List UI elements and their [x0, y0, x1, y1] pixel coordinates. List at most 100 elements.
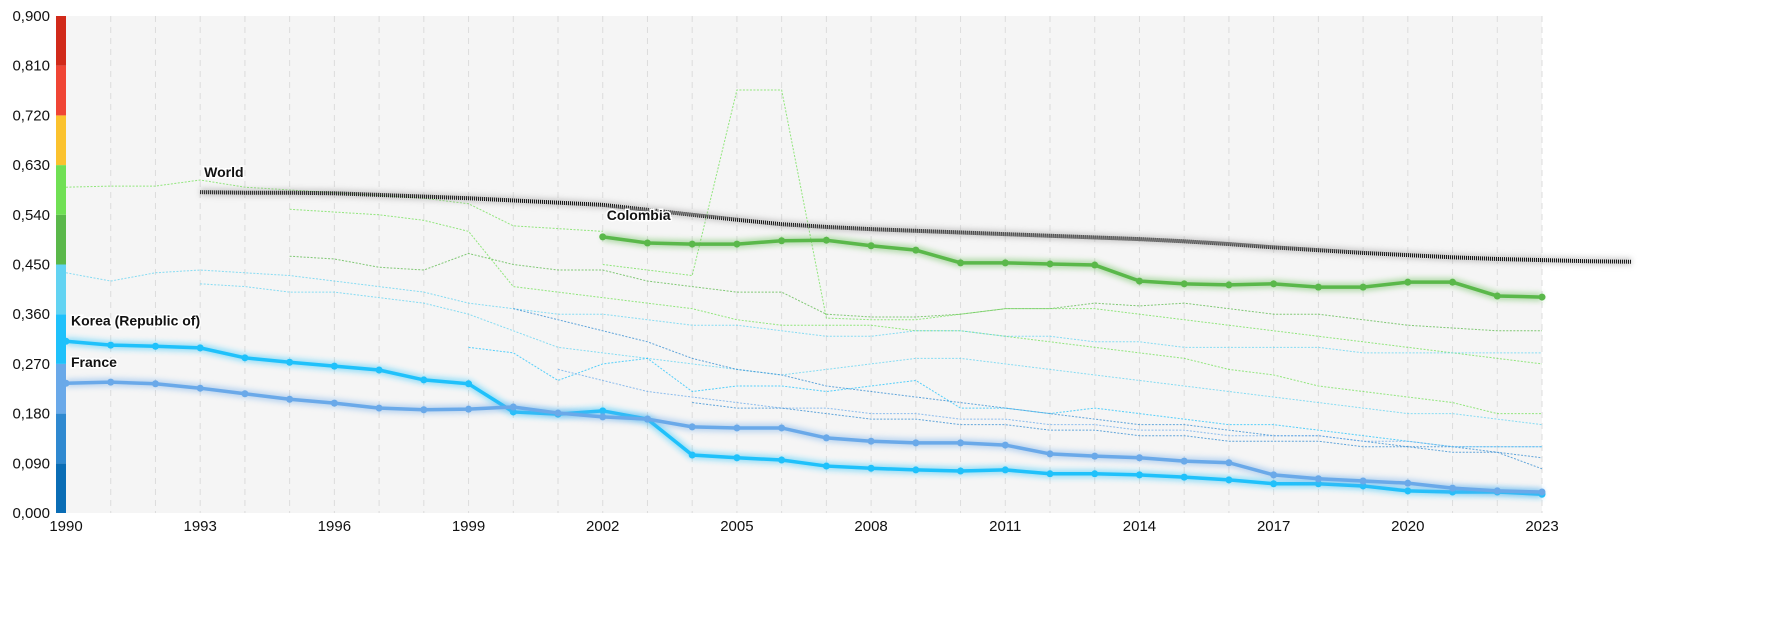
data-point[interactable] — [1180, 457, 1188, 465]
data-point[interactable] — [1135, 471, 1143, 479]
data-point[interactable] — [599, 413, 607, 421]
data-point[interactable] — [196, 344, 204, 352]
data-point[interactable] — [1135, 277, 1143, 285]
data-point[interactable] — [1404, 487, 1412, 495]
data-point[interactable] — [822, 236, 830, 244]
data-point[interactable] — [465, 405, 473, 413]
color-scale-segment — [56, 115, 66, 166]
data-point[interactable] — [151, 380, 159, 388]
data-point[interactable] — [1404, 479, 1412, 487]
series-korea-republic-of[interactable] — [62, 337, 1546, 499]
data-point[interactable] — [778, 424, 786, 432]
data-point[interactable] — [465, 380, 473, 388]
data-point[interactable] — [778, 237, 786, 245]
data-point[interactable] — [1538, 293, 1546, 301]
y-tick-label: 0,000 — [12, 505, 50, 522]
data-point[interactable] — [62, 379, 70, 387]
data-point[interactable] — [1493, 292, 1501, 300]
y-tick-label: 0,180 — [12, 406, 50, 423]
data-point[interactable] — [912, 466, 920, 474]
background-series-line — [513, 308, 1543, 459]
data-point[interactable] — [688, 423, 696, 431]
data-point[interactable] — [867, 242, 875, 250]
data-point[interactable] — [643, 239, 651, 247]
data-point[interactable] — [1270, 280, 1278, 288]
data-point[interactable] — [778, 456, 786, 464]
data-point[interactable] — [1225, 476, 1233, 484]
data-point[interactable] — [62, 337, 70, 345]
data-point[interactable] — [1225, 281, 1233, 289]
x-tick-label: 2020 — [1391, 518, 1424, 535]
data-point[interactable] — [420, 376, 428, 384]
data-point[interactable] — [286, 395, 294, 403]
data-point[interactable] — [733, 424, 741, 432]
data-point[interactable] — [1538, 488, 1546, 496]
y-tick-label: 0,810 — [12, 58, 50, 75]
data-point[interactable] — [688, 240, 696, 248]
data-point[interactable] — [599, 407, 607, 415]
data-point[interactable] — [1359, 477, 1367, 485]
data-point[interactable] — [1001, 259, 1009, 267]
data-point[interactable] — [1091, 452, 1099, 460]
data-point[interactable] — [1449, 484, 1457, 492]
data-point[interactable] — [1493, 487, 1501, 495]
data-point[interactable] — [1091, 261, 1099, 269]
data-point[interactable] — [1091, 470, 1099, 478]
data-point[interactable] — [1404, 278, 1412, 286]
data-point[interactable] — [286, 358, 294, 366]
data-point[interactable] — [1180, 280, 1188, 288]
data-point[interactable] — [1314, 283, 1322, 291]
data-point[interactable] — [330, 399, 338, 407]
data-point[interactable] — [643, 415, 651, 423]
color-scale-segment — [56, 363, 66, 414]
data-point[interactable] — [733, 240, 741, 248]
data-point[interactable] — [1314, 475, 1322, 483]
series-france[interactable] — [62, 378, 1546, 497]
data-point[interactable] — [1001, 441, 1009, 449]
data-point[interactable] — [688, 451, 696, 459]
data-point[interactable] — [420, 406, 428, 414]
grid-lines — [110, 16, 1543, 513]
data-point[interactable] — [1001, 466, 1009, 474]
data-point[interactable] — [867, 464, 875, 472]
data-point[interactable] — [912, 439, 920, 447]
data-point[interactable] — [912, 246, 920, 254]
series-colombia[interactable] — [599, 232, 1546, 302]
data-point[interactable] — [554, 409, 562, 417]
data-point[interactable] — [733, 454, 741, 462]
data-point[interactable] — [822, 462, 830, 470]
data-point[interactable] — [375, 404, 383, 412]
data-point[interactable] — [1046, 450, 1054, 458]
data-point[interactable] — [957, 439, 965, 447]
x-tick-label: 2014 — [1123, 518, 1156, 535]
data-point[interactable] — [196, 384, 204, 392]
data-point[interactable] — [1046, 470, 1054, 478]
data-point[interactable] — [1180, 473, 1188, 481]
data-point[interactable] — [1270, 480, 1278, 488]
data-point[interactable] — [867, 437, 875, 445]
data-point[interactable] — [375, 366, 383, 374]
data-point[interactable] — [509, 403, 517, 411]
data-point[interactable] — [107, 378, 115, 386]
data-point[interactable] — [1225, 459, 1233, 467]
series-world[interactable] — [200, 188, 1632, 266]
color-scale-segment — [56, 165, 66, 215]
data-point[interactable] — [822, 434, 830, 442]
data-point[interactable] — [107, 341, 115, 349]
series-label: France — [71, 354, 117, 370]
color-scale-segment — [56, 264, 66, 315]
data-point[interactable] — [1359, 283, 1367, 291]
data-point[interactable] — [957, 259, 965, 267]
data-point[interactable] — [1135, 454, 1143, 462]
data-point[interactable] — [241, 354, 249, 362]
data-point[interactable] — [151, 342, 159, 350]
data-point[interactable] — [957, 467, 965, 475]
x-tick-label: 2005 — [720, 518, 753, 535]
data-point[interactable] — [330, 362, 338, 370]
data-point[interactable] — [241, 390, 249, 398]
data-point[interactable] — [1449, 278, 1457, 286]
data-point[interactable] — [1270, 471, 1278, 479]
data-point[interactable] — [1046, 260, 1054, 268]
data-point[interactable] — [599, 233, 607, 241]
y-tick-label: 0,270 — [12, 356, 50, 373]
